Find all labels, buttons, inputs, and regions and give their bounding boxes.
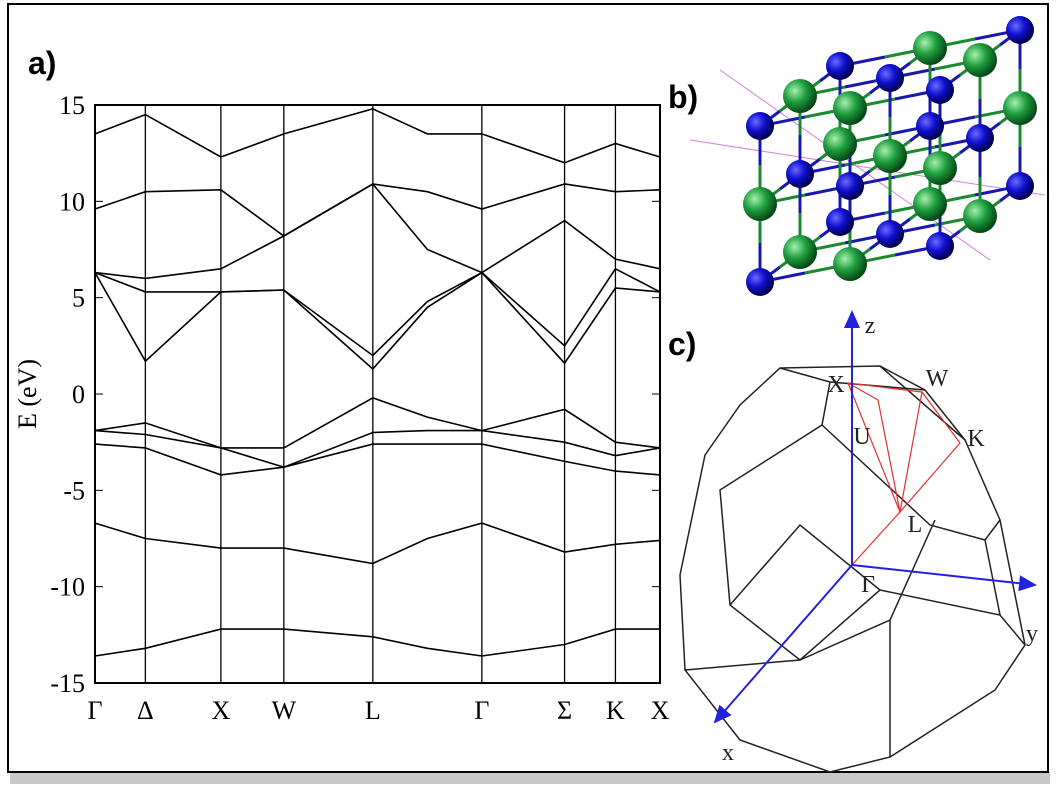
bz-edge (821, 424, 1001, 541)
atom-green (923, 151, 957, 185)
atom-blue (926, 232, 954, 260)
atom-green (743, 187, 777, 221)
x-tick-label: X (651, 696, 670, 725)
bands (94, 108, 661, 657)
x-tick-label: Σ (557, 696, 572, 725)
band (94, 443, 661, 476)
atom-blue (966, 124, 994, 152)
atom-blue (826, 52, 854, 80)
x-tick-label: Γ (474, 696, 489, 725)
atom-blue (1006, 172, 1034, 200)
crystal-axis (719, 69, 991, 261)
frame (7, 3, 1049, 773)
bz-label: x (722, 740, 734, 766)
band (94, 397, 661, 449)
bz-outline (679, 365, 1026, 773)
atom-blue (746, 112, 774, 140)
axis-x (713, 564, 853, 724)
crystal (689, 16, 1046, 296)
y-tick-label: 15 (59, 91, 85, 120)
band (94, 182, 661, 280)
bz-edge (729, 523, 882, 661)
atom-blue (786, 160, 814, 188)
y-tick-label: 10 (59, 187, 85, 216)
bz-label: L (908, 512, 923, 538)
band (94, 108, 661, 164)
crystal-axis (689, 139, 1046, 196)
y-tick-label: -15 (50, 669, 85, 698)
axes (713, 310, 1037, 724)
atom-green (913, 31, 947, 65)
band (94, 628, 660, 657)
axis-y (851, 564, 1037, 592)
bz-path (847, 382, 961, 566)
bz-edge (924, 389, 966, 441)
atom-blue (876, 64, 904, 92)
brillouin-zone: z X W K U L Γy x (679, 310, 1038, 773)
bz-label: U (853, 424, 870, 450)
atom-green (833, 247, 867, 281)
atom-green (783, 79, 817, 113)
band (94, 422, 661, 469)
x-tick-label: K (606, 696, 625, 725)
atom-blue (1006, 16, 1034, 44)
x-tick-label: Δ (137, 696, 154, 725)
symmetry-lines (847, 382, 901, 513)
panel-label: b) (668, 79, 698, 115)
bz-edge (984, 539, 1001, 616)
atom-blue (746, 268, 774, 296)
atom-green (873, 139, 907, 173)
x-tick-label: L (365, 696, 381, 725)
atom-blue (876, 220, 904, 248)
band (94, 267, 661, 357)
bz-label: K (967, 426, 985, 452)
y-tick-label: -5 (63, 476, 85, 505)
frame-shadow (10, 772, 1050, 784)
band (94, 271, 661, 371)
atom-green (963, 199, 997, 233)
y-tick-label: 0 (72, 380, 85, 409)
x-tick-label: W (272, 696, 297, 725)
atom-green (783, 235, 817, 269)
y-tick-label: -10 (50, 573, 85, 602)
bz-label: Γ (861, 572, 875, 598)
bz-label: X (827, 372, 844, 398)
panel-label: a) (28, 45, 56, 81)
bz-edge (684, 659, 801, 671)
atom-blue (916, 112, 944, 140)
atom-blue (836, 172, 864, 200)
x-tick-label: Γ (87, 696, 102, 725)
atom-green (963, 43, 997, 77)
bz-label: z (865, 313, 876, 339)
panel-label: c) (668, 326, 696, 362)
bz-label: y (1026, 621, 1038, 647)
y-axis-label: E (eV) (13, 359, 42, 429)
y-tick-label: 5 (72, 284, 85, 313)
x-tick-label: X (212, 696, 231, 725)
band (94, 522, 661, 565)
band (94, 183, 661, 237)
atom-green (833, 91, 867, 125)
atom-green (913, 187, 947, 221)
atom-green (1003, 91, 1037, 125)
atom-green (823, 127, 857, 161)
bz-label: W (926, 366, 949, 392)
atom-blue (926, 76, 954, 104)
atom-blue (826, 208, 854, 236)
